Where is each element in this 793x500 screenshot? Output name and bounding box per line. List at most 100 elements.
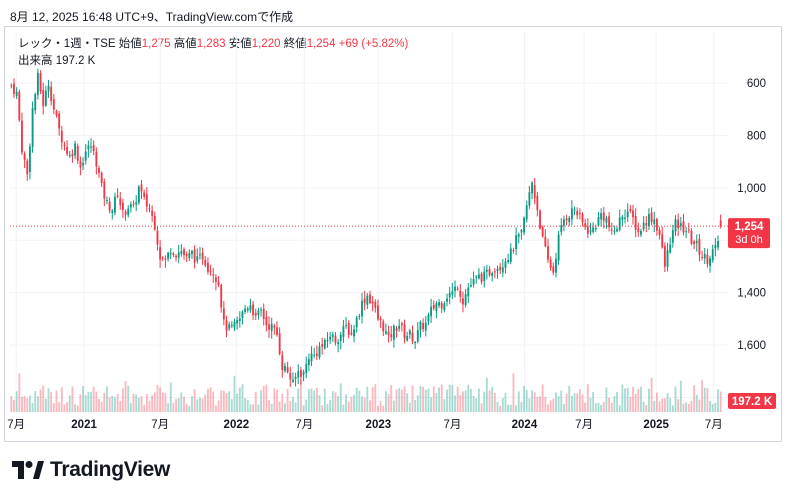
candle-body <box>124 211 127 215</box>
candle-body <box>504 261 507 268</box>
candle-body <box>206 262 209 272</box>
volume-bar <box>82 386 84 412</box>
volume-bar <box>576 393 579 412</box>
candle-body <box>159 247 162 260</box>
candle-body <box>58 113 61 129</box>
candle-body <box>76 145 79 161</box>
volume-bar <box>709 400 711 412</box>
volume-bar <box>331 391 334 412</box>
candle-body <box>201 252 204 260</box>
candle-body <box>467 287 470 297</box>
symbol-label[interactable]: レック・1週・TSE <box>18 38 116 50</box>
volume-bar <box>262 386 265 412</box>
volume-bar <box>329 399 332 412</box>
volume-bar <box>432 386 435 412</box>
volume-bar <box>313 390 316 412</box>
candle-body <box>98 168 100 173</box>
candle-body <box>307 359 310 365</box>
volume-bar <box>108 397 111 412</box>
candle-body <box>87 145 90 150</box>
candle-body <box>414 341 417 343</box>
candle-body <box>682 221 685 233</box>
change-value: +69 (+5.82%) <box>338 38 409 50</box>
legend-ohlc: レック・1週・TSE 始値1,275 高値1,283 安値1,220 終値1,2… <box>18 35 408 51</box>
candle-body <box>140 184 143 192</box>
volume-bar <box>485 377 488 412</box>
candle-body <box>135 202 138 205</box>
volume-bar <box>169 382 172 412</box>
volume-bar <box>501 397 504 412</box>
candle-body <box>297 371 300 378</box>
volume-bar <box>21 396 23 412</box>
candle-body <box>451 291 454 295</box>
volume-bar <box>34 391 37 412</box>
candle-body <box>334 335 337 343</box>
volume-bar <box>188 405 191 412</box>
volume-bar <box>106 386 108 412</box>
price-tick-label: 1,400 <box>737 288 766 300</box>
candle-body <box>161 257 164 259</box>
volume-bar <box>390 385 393 412</box>
candle-body <box>39 73 42 92</box>
candle-body <box>581 214 584 223</box>
volume-bar <box>321 405 324 412</box>
volume-bar <box>414 399 417 412</box>
candle-body <box>663 245 666 267</box>
volume-bar <box>185 403 188 412</box>
volume-bar <box>602 402 605 412</box>
volume-bar <box>241 384 244 412</box>
volume-bar <box>448 384 451 412</box>
volume-bar <box>573 393 576 412</box>
volume-bar <box>13 399 15 412</box>
candle-body <box>666 250 669 267</box>
volume-bar <box>339 383 342 412</box>
volume-bar <box>610 402 613 412</box>
volume-bar <box>698 399 701 412</box>
candle-body <box>507 260 510 263</box>
volume-bar <box>584 402 587 412</box>
close-label: 終値 <box>283 38 307 50</box>
volume-bar <box>193 389 196 412</box>
volume-bar <box>440 384 443 412</box>
volume-bar <box>706 388 709 412</box>
candle-body <box>485 269 488 272</box>
volume-bar <box>446 389 448 412</box>
price-tick-label: 800 <box>747 130 766 142</box>
candle-body <box>695 241 698 244</box>
candle-body <box>464 294 467 306</box>
volume-bar <box>477 388 480 412</box>
volume-bar <box>26 398 29 412</box>
candle-body <box>265 317 268 326</box>
volume-bar <box>98 399 100 412</box>
volume-bar <box>220 390 223 412</box>
time-tick-label: 2021 <box>71 419 97 431</box>
candle-body <box>347 322 350 335</box>
volume-bar <box>677 399 680 412</box>
volume-bar <box>127 385 130 412</box>
volume-bar <box>714 402 717 412</box>
candle-body <box>299 369 302 377</box>
volume-bar <box>76 405 79 412</box>
chart-timestamp: 8月 12, 2025 16:48 UTC+9、TradingView.comで… <box>10 10 294 24</box>
time-axis: 7月 2021 7月 2022 7月 2023 7月 2024 7月 2025 7月 <box>7 419 723 431</box>
volume-bar <box>438 387 440 412</box>
candle-body <box>273 325 276 328</box>
volume-bar <box>669 397 672 412</box>
candle-body <box>82 162 84 166</box>
volume-bar <box>475 398 478 412</box>
volume-bar <box>60 387 63 412</box>
price-tick-label: 1,000 <box>737 183 766 195</box>
time-tick-label: 2024 <box>512 419 538 431</box>
volume-bar <box>15 391 18 412</box>
tradingview-brand[interactable]: TradingView <box>12 458 170 482</box>
volume-bar <box>398 388 401 412</box>
volume-bar <box>153 392 156 412</box>
candle-body <box>244 308 247 312</box>
volume-bar <box>467 384 470 412</box>
volume-bar <box>217 400 220 412</box>
candle-body <box>313 354 316 356</box>
volume-bar <box>517 391 520 412</box>
candle-body <box>424 322 427 331</box>
tradingview-logo-icon <box>12 461 44 479</box>
